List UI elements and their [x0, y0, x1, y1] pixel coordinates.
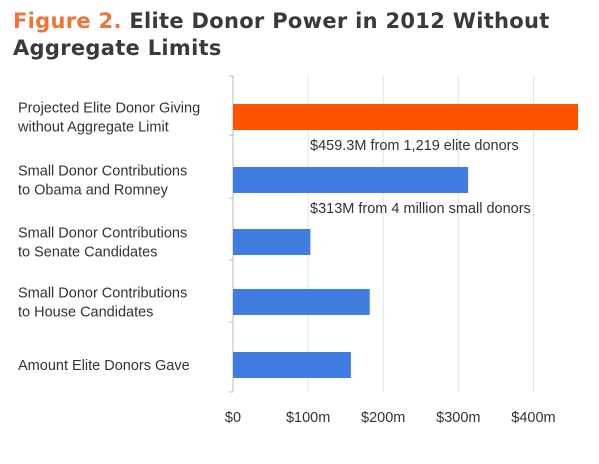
category-label-line: to House Candidates: [18, 305, 153, 321]
x-tick-label: $400m: [511, 410, 555, 426]
x-tick-labels: $0 $100m $200m $300m $400m: [225, 410, 556, 426]
bar: [233, 289, 370, 315]
x-tick-label: $0: [225, 410, 241, 426]
x-tick-label: $200m: [361, 410, 405, 426]
data-label: $313M from 4 million small donors: [310, 201, 531, 217]
category-label: Small Donor Contributions to House Candid…: [18, 286, 187, 321]
category-label-line: Small Donor Contributions: [18, 286, 187, 302]
category-label-line: Projected Elite Donor Giving: [18, 101, 200, 117]
bar: [233, 167, 469, 193]
x-tick-label: $100m: [286, 410, 330, 426]
category-labels: Projected Elite Donor Giving without Aggr…: [17, 101, 200, 375]
x-tick-label: $300m: [436, 410, 480, 426]
category-label: Small Donor Contributions to Senate Candi…: [18, 226, 187, 261]
category-label-line: Amount Elite Donors Gave: [18, 358, 190, 374]
bar: [233, 229, 311, 255]
bar: [233, 104, 578, 130]
category-label-line: without Aggregate Limit: [17, 120, 169, 136]
category-label: Small Donor Contributions to Obama and Ro…: [18, 164, 187, 199]
category-label-line: Small Donor Contributions: [18, 164, 187, 180]
bar: [233, 352, 351, 378]
category-label-line: Small Donor Contributions: [18, 226, 187, 242]
bars: [233, 104, 578, 378]
chart-title: Figure 2. Elite Donor Power in 2012 With…: [13, 8, 593, 62]
category-label: Amount Elite Donors Gave: [18, 358, 190, 374]
title-text: Elite Donor Power in 2012 Without Aggreg…: [13, 9, 550, 60]
figure-number: Figure 2.: [13, 9, 122, 33]
annotations: $459.3M from 1,219 elite donors $313M fro…: [310, 138, 531, 217]
category-label-line: to Senate Candidates: [18, 245, 157, 261]
category-label: Projected Elite Donor Giving without Aggr…: [17, 101, 200, 136]
data-label: $459.3M from 1,219 elite donors: [310, 138, 519, 154]
category-label-line: to Obama and Romney: [18, 183, 169, 199]
